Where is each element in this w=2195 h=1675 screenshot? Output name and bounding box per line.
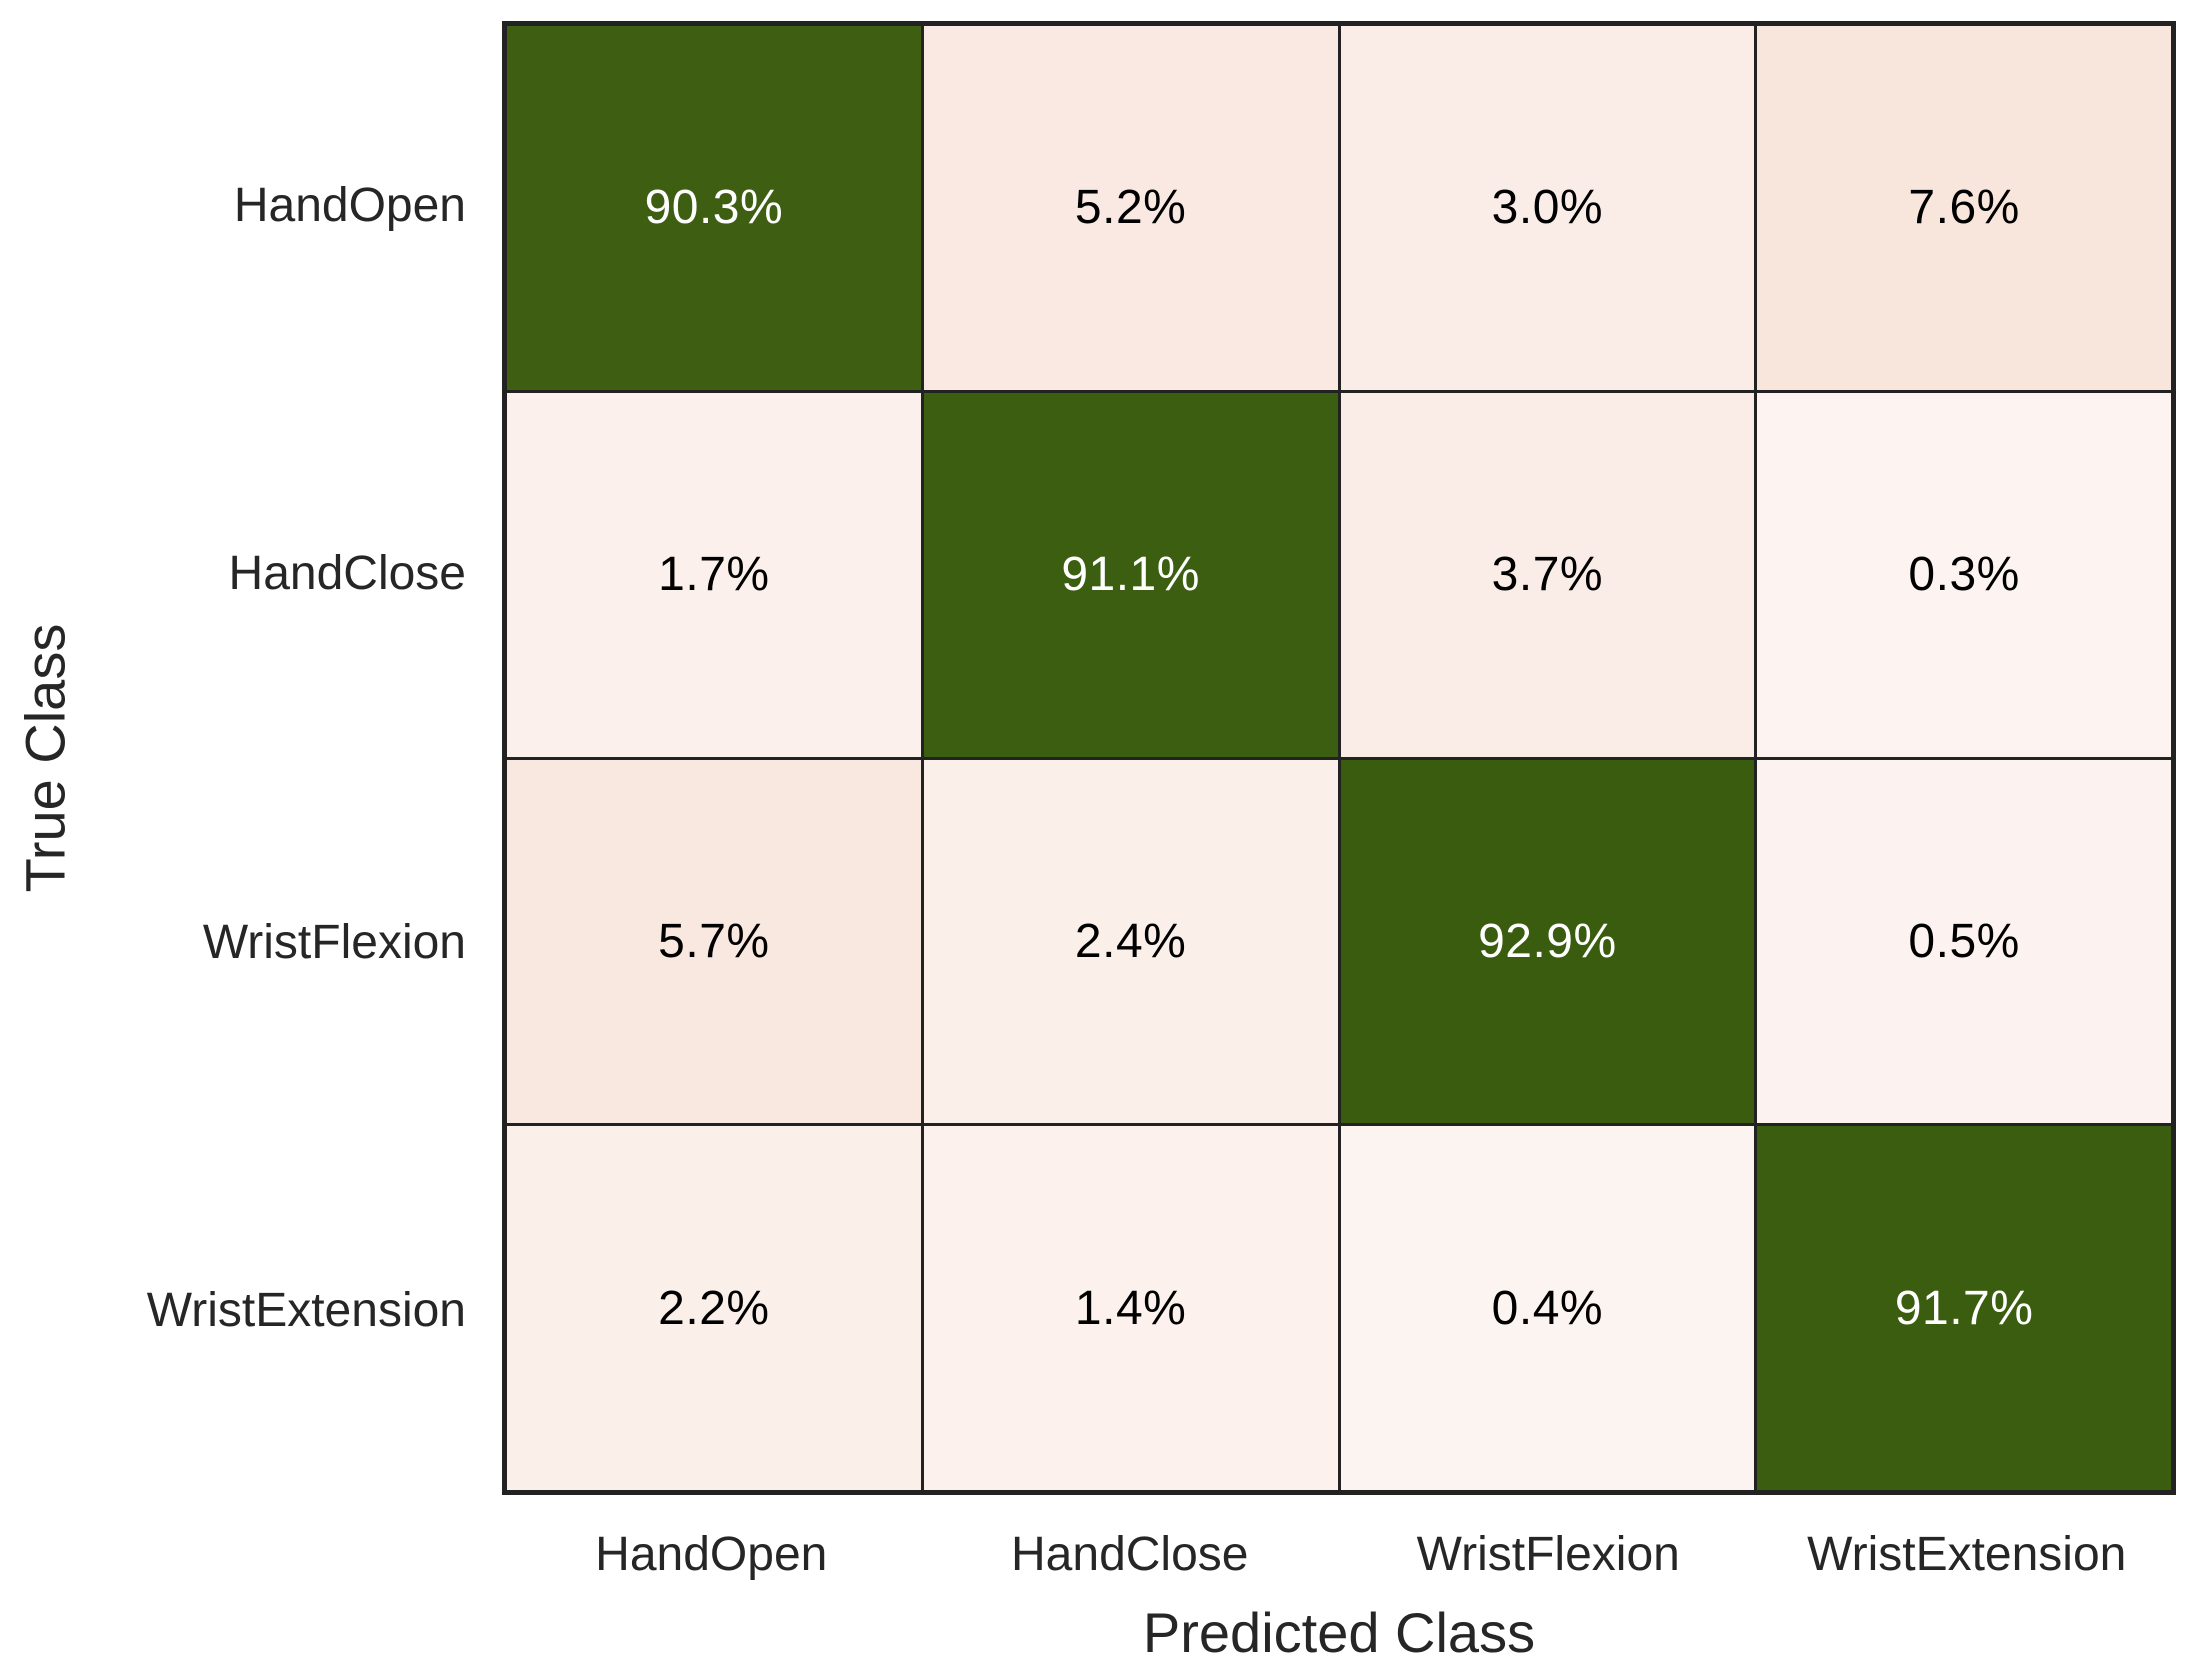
matrix-cell-HandClose-WristExtension: 0.3% <box>1757 392 2171 757</box>
matrix-cell-HandOpen-HandClose: 5.2% <box>923 26 1338 390</box>
matrix-cell-WristFlexion-WristExtension: 0.5% <box>1757 759 2171 1124</box>
matrix-cell-HandClose-WristFlexion: 3.7% <box>1340 392 1755 757</box>
matrix-cell-WristFlexion-HandClose: 2.4% <box>923 759 1338 1124</box>
matrix-cell-HandOpen-WristFlexion: 3.0% <box>1340 26 1755 390</box>
confusion-matrix-grid: 90.3% 5.2% 3.0% 7.6% 1.7% 91.1% 3.7% 0.3% 5.7% 2.… <box>502 21 2176 1495</box>
matrix-cell-HandOpen-HandOpen: 90.3% <box>507 26 921 390</box>
x-tick-label-HandOpen: HandOpen <box>595 1527 828 1581</box>
y-tick-labels: HandOpen HandClose WristFlexion WristExtens… <box>0 21 484 1495</box>
x-tick-label-HandClose: HandClose <box>1011 1527 1249 1581</box>
y-tick-label-WristExtension: WristExtension <box>146 1284 466 1338</box>
matrix-cell-WristExtension-WristFlexion: 0.4% <box>1340 1126 1755 1490</box>
matrix-cell-WristFlexion-WristFlexion: 92.9% <box>1340 759 1755 1124</box>
y-tick-label-WristFlexion: WristFlexion <box>202 915 466 969</box>
matrix-cell-WristFlexion-HandOpen: 5.7% <box>507 759 921 1124</box>
y-tick-label-HandOpen: HandOpen <box>233 178 466 232</box>
x-tick-label-WristFlexion: WristFlexion <box>1416 1527 1680 1581</box>
matrix-cell-WristExtension-WristExtension: 91.7% <box>1757 1126 2171 1490</box>
matrix-cell-HandClose-HandClose: 91.1% <box>923 392 1338 757</box>
x-tick-labels: HandOpen HandClose WristFlexion WristExtens… <box>502 1512 2176 1596</box>
x-tick-label-WristExtension: WristExtension <box>1807 1527 2127 1581</box>
matrix-cell-HandClose-HandOpen: 1.7% <box>507 392 921 757</box>
x-axis-title: Predicted Class <box>1142 1601 1536 1664</box>
y-tick-label-HandClose: HandClose <box>228 547 466 601</box>
matrix-cell-WristExtension-HandOpen: 2.2% <box>507 1126 921 1490</box>
matrix-cell-WristExtension-HandClose: 1.4% <box>923 1126 1338 1490</box>
matrix-cell-HandOpen-WristExtension: 7.6% <box>1757 26 2171 390</box>
